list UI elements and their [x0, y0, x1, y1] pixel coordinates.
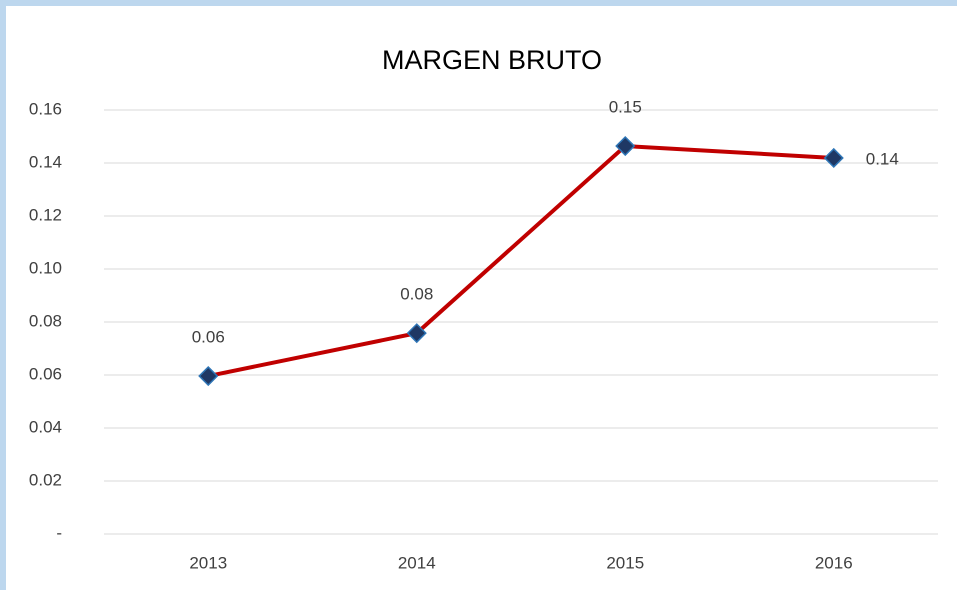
x-tick-label: 2016 — [815, 553, 853, 572]
marker — [615, 135, 636, 157]
y-tick-label: 0.16 — [29, 99, 62, 118]
y-tick-label: 0.06 — [29, 364, 62, 383]
y-tick-label: - — [56, 523, 62, 542]
y-tick-label: 0.04 — [29, 417, 62, 436]
y-tick-label: 0.12 — [29, 205, 62, 224]
marker — [823, 147, 844, 169]
marker — [198, 365, 219, 387]
data-label: 0.06 — [192, 328, 225, 347]
data-label: 0.14 — [866, 149, 899, 168]
data-label: 0.08 — [400, 285, 433, 304]
data-label: 0.15 — [609, 98, 642, 117]
x-tick-label: 2015 — [606, 553, 644, 572]
x-tick-label: 2013 — [189, 553, 227, 572]
y-tick-label: 0.14 — [29, 152, 62, 171]
line — [207, 143, 834, 379]
y-tick-label: 0.10 — [29, 258, 62, 277]
chart-title: MARGEN BRUTO — [382, 45, 602, 75]
y-tick-label: 0.02 — [29, 470, 62, 489]
marker — [406, 323, 427, 344]
x-tick-label: 2014 — [398, 553, 436, 572]
y-tick-label: 0.08 — [29, 311, 62, 330]
